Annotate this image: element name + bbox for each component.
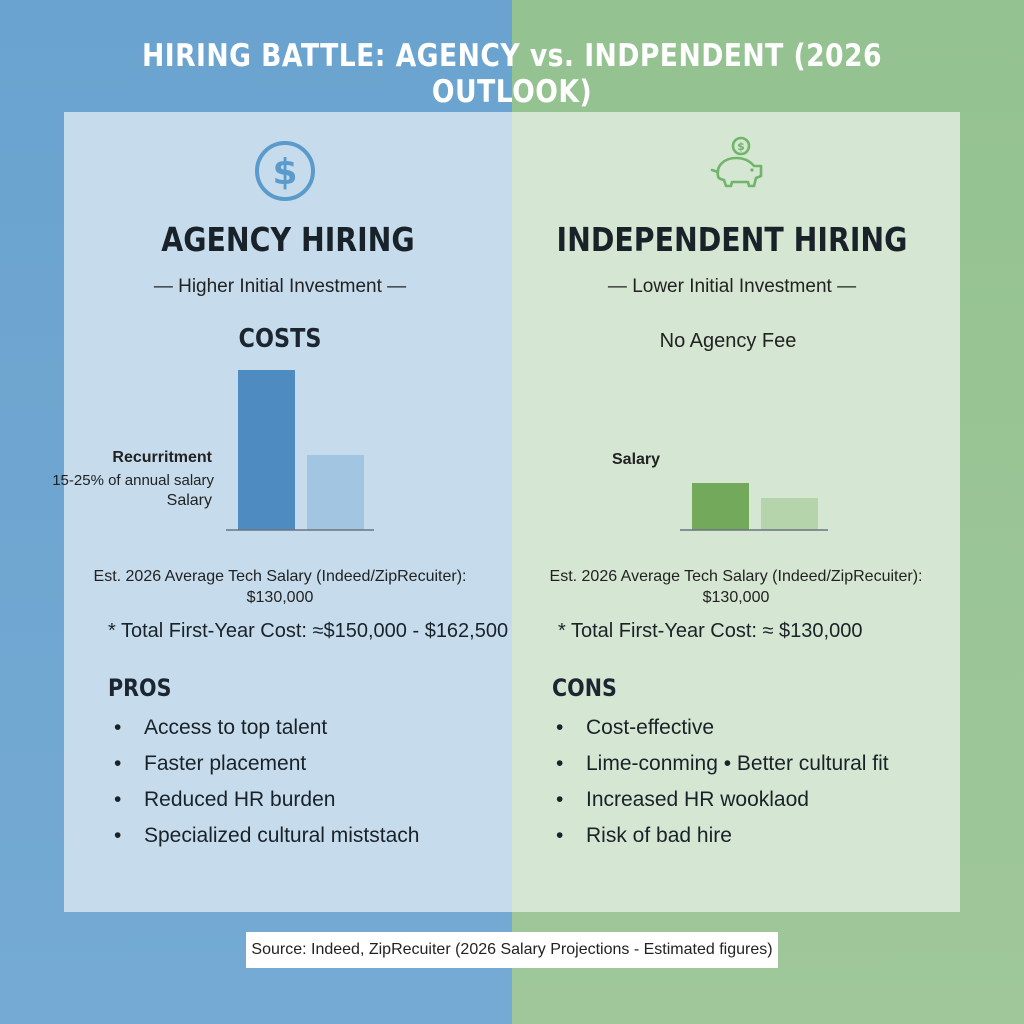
list-item: • Faster placement [114, 752, 307, 775]
fee-range-label: 15-25% of annual salary [52, 472, 214, 489]
independent-est-line2: $130,000 [702, 589, 770, 606]
page-title: HIRING BATTLE: AGENCY vs. INDPENDENT (20… [141, 38, 883, 110]
independent-panel: $ INDEPENDENT HIRING — Lower Initial Inv… [512, 112, 960, 912]
independent-secondary-bar [761, 498, 818, 530]
svg-text:$: $ [737, 140, 745, 153]
svg-text:$: $ [272, 152, 297, 193]
list-item: • Access to top talent [114, 716, 328, 739]
source-note: Source: Indeed, ZipRecuiter (2026 Salary… [246, 932, 778, 968]
recruitment-label: Recurritment [112, 449, 212, 466]
pros-list: • Access to top talent • Faster placement … [114, 710, 419, 854]
agency-panel: $ AGENCY HIRING — Higher Initial Investm… [52, 112, 512, 912]
agency-recruitment-bar [238, 370, 295, 530]
no-agency-fee: No Agency Fee [659, 330, 797, 352]
independent-salary-bar [692, 483, 749, 530]
agency-subheading: — Higher Initial Investment — [153, 276, 407, 297]
agency-salary-bar [307, 455, 364, 530]
pros-title: PROS [108, 674, 172, 702]
list-item: • Increased HR wooklaod [556, 788, 809, 811]
agency-cost-chart [226, 370, 374, 531]
agency-salary-estimate: Est. 2026 Average Tech Salary (Indeed/Zi… [56, 566, 504, 608]
agency-total-cost: * Total First-Year Cost: ≈$150,000 - $16… [108, 620, 509, 642]
list-item: • Reduced HR burden [114, 788, 336, 811]
list-item: • Lime-conming • Better cultural fit [556, 752, 889, 775]
agency-heading: AGENCY HIRING [161, 220, 415, 259]
salary-label: Salary [612, 451, 661, 468]
salary-label: Salary [166, 492, 212, 509]
independent-est-line1: Est. 2026 Average Tech Salary (Indeed/Zi… [549, 568, 923, 585]
agency-est-line1: Est. 2026 Average Tech Salary (Indeed/Zi… [93, 568, 467, 585]
independent-salary-estimate: Est. 2026 Average Tech Salary (Indeed/Zi… [512, 566, 960, 608]
independent-cost-chart [680, 483, 828, 531]
list-item: • Cost-effective [556, 716, 714, 739]
dollar-circle-icon: $ [255, 141, 315, 201]
agency-est-line2: $130,000 [246, 589, 314, 606]
independent-subheading: — Lower Initial Investment — [607, 276, 857, 297]
independent-heading: INDEPENDENT HIRING [556, 220, 908, 259]
list-item: • Risk of bad hire [556, 824, 732, 847]
independent-total-cost: * Total First-Year Cost: ≈ $130,000 [558, 620, 863, 642]
costs-title: COSTS [238, 324, 322, 354]
piggy-bank-icon: $ [710, 136, 763, 188]
cons-title: CONS [552, 674, 617, 702]
cons-list: • Cost-effective • Lime-conming • Better c… [556, 710, 889, 854]
list-item: • Specialized cultural miststach [114, 824, 420, 847]
